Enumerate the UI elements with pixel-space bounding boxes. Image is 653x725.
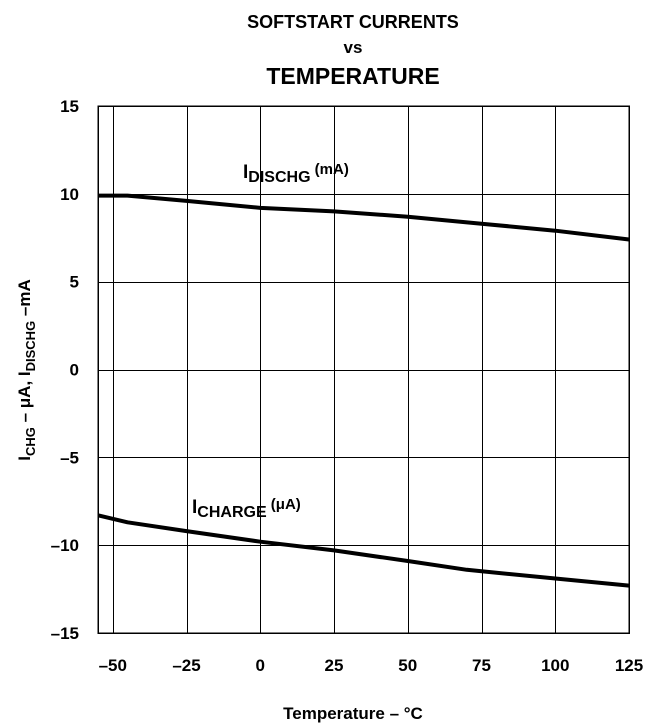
series-line-idischg <box>98 193 630 242</box>
chart-title-line-1: SOFTSTART CURRENTS <box>247 12 459 32</box>
y-axis-label-sub-2: DISCHG <box>23 321 38 372</box>
grid <box>98 106 630 634</box>
x-tick-label: 25 <box>325 656 344 675</box>
x-tick-label: –50 <box>99 656 127 675</box>
series-label-idischg: IDISCHG (mA) <box>243 161 349 186</box>
x-tick-label: 50 <box>398 656 417 675</box>
series-label-icharge-main: I <box>192 497 197 518</box>
series-line-icharge <box>97 513 630 588</box>
y-axis-label-part-3: –mA <box>15 279 34 321</box>
series <box>97 193 630 588</box>
y-axis-label-part-1: I <box>15 456 34 461</box>
series-label-idischg-sub: DISCHG <box>248 169 310 186</box>
y-axis-label-part-2: – μA, I <box>15 371 34 427</box>
y-tick-label: –10 <box>51 536 79 555</box>
y-tick-label: 0 <box>70 361 79 380</box>
series-label-icharge-sub: CHARGE <box>197 504 267 521</box>
series-label-icharge: ICHARGE (μA) <box>192 496 301 521</box>
x-tick-label: 125 <box>615 656 643 675</box>
y-tick-label: 15 <box>60 97 79 116</box>
series-label-idischg-unit: (mA) <box>311 161 349 178</box>
plot-frame <box>97 105 630 634</box>
series-label-icharge-unit: (μA) <box>267 496 301 513</box>
x-tick-label: 0 <box>256 656 265 675</box>
chart-title-line-3: TEMPERATURE <box>266 63 439 89</box>
chart-title-line-2: vs <box>344 38 363 57</box>
y-tick-label: –5 <box>60 448 79 467</box>
y-tick-label: 5 <box>70 273 79 292</box>
y-tick-label: –15 <box>51 624 79 643</box>
y-axis-label: ICHG – μA, IDISCHG –mA <box>15 279 38 461</box>
x-axis-label: Temperature – °C <box>283 704 423 723</box>
series-label-idischg-main: I <box>243 162 248 183</box>
x-tick-label: 100 <box>541 656 569 675</box>
x-tick-label: 75 <box>472 656 491 675</box>
y-axis-label-sub-1: CHG <box>23 427 38 456</box>
x-tick-label: –25 <box>172 656 200 675</box>
y-tick-label: 10 <box>60 185 79 204</box>
